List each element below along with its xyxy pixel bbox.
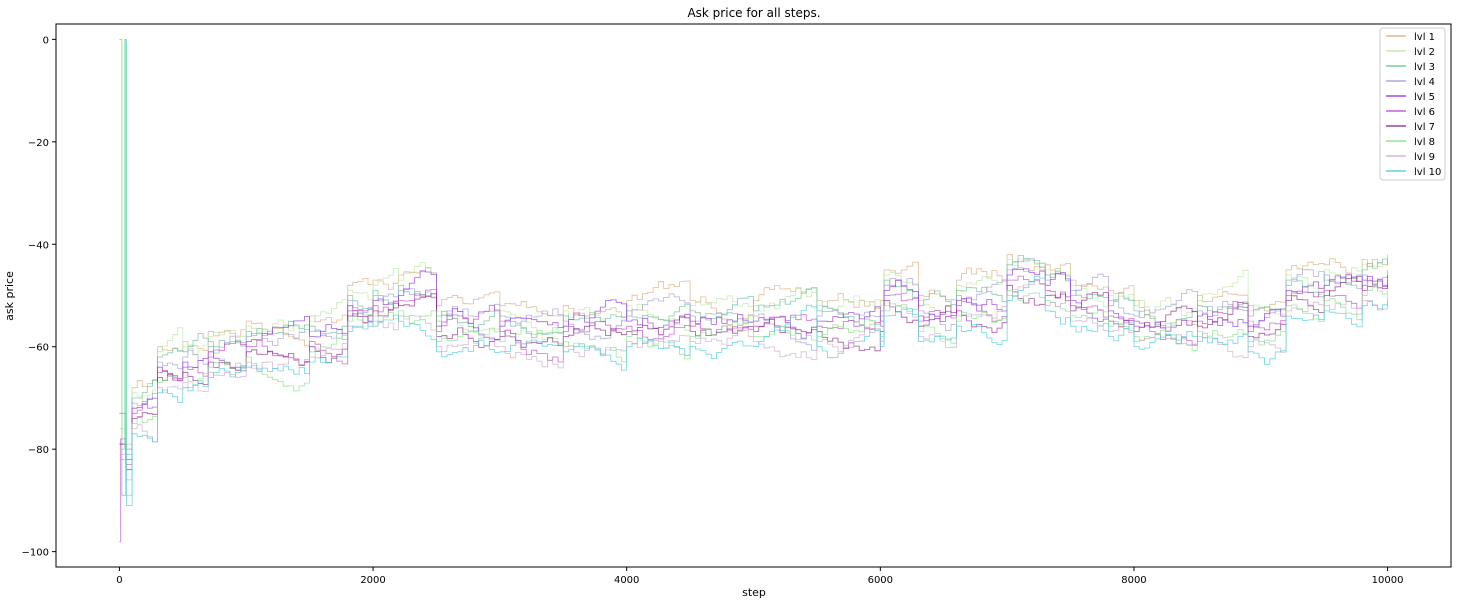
legend-label: lvl 1 [1414,32,1435,43]
x-tick-label: 2000 [360,575,385,586]
legend-label: lvl 4 [1414,77,1435,88]
series-line-8 [119,39,1388,496]
y-axis-label: ask price [3,271,16,321]
series-group [119,39,1388,542]
series-line-9 [119,280,1388,481]
legend-label: lvl 9 [1414,152,1435,163]
plot-frame [55,23,1452,568]
legend-label: lvl 2 [1414,47,1435,58]
x-tick-label: 4000 [614,575,639,586]
y-axis: 0 −20 −40 −60 −80 −100 [22,35,56,559]
legend-items: lvl 1 lvl 2 lvl 3 lvl 4 lvl 5 lvl 6 lvl 7 lvl 8… [1386,32,1441,178]
y-tick-label: −60 [28,343,49,354]
chart-title: Ask price for all steps. [687,6,820,20]
y-tick-label: −20 [28,138,49,149]
y-tick-label: −40 [28,240,49,251]
y-tick-label: −100 [22,548,49,559]
legend-label: lvl 5 [1414,92,1435,103]
legend-label: lvl 10 [1414,167,1441,178]
legend-label: lvl 6 [1414,107,1435,118]
series-line-5 [119,268,1388,460]
x-axis-label: step [742,586,766,599]
y-tick-label: −80 [28,445,49,456]
x-tick-label: 10000 [1372,575,1404,586]
x-axis: 0 2000 4000 6000 8000 10000 [116,567,1403,586]
x-tick-label: 0 [116,575,122,586]
plot-area [55,23,1452,568]
legend-label: lvl 3 [1414,62,1435,73]
legend-label: lvl 8 [1414,137,1435,148]
legend: lvl 1 lvl 2 lvl 3 lvl 4 lvl 5 lvl 6 lvl 7 lvl 8… [1379,27,1446,181]
x-tick-label: 8000 [1121,575,1146,586]
x-tick-label: 6000 [868,575,893,586]
series-line-10 [119,39,1388,506]
y-tick-label: 0 [43,35,49,46]
legend-label: lvl 7 [1414,122,1435,133]
